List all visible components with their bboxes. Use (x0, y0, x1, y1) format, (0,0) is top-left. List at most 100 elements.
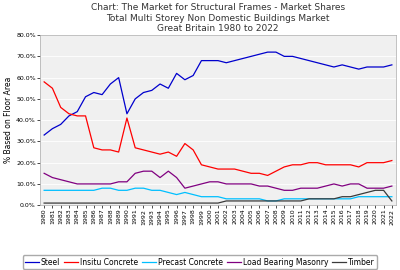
Steel (232, 59, 237, 62)
Load Bearing Masonry (42, 172, 46, 175)
Insitu Concrete (50, 87, 55, 90)
Load Bearing Masonry (66, 180, 71, 183)
Steel (265, 50, 270, 54)
Insitu Concrete (274, 170, 278, 173)
Title: Chart: The Market for Structural Frames - Market Shares
Total Multi Storey Non D: Chart: The Market for Structural Frames … (91, 3, 345, 33)
Precast Concrete (332, 197, 336, 200)
Insitu Concrete (315, 161, 320, 164)
Steel (381, 65, 386, 69)
Insitu Concrete (116, 150, 121, 154)
Timber (66, 201, 71, 205)
Timber (124, 201, 129, 205)
Timber (365, 191, 370, 194)
Load Bearing Masonry (124, 180, 129, 183)
Timber (216, 201, 220, 205)
Load Bearing Masonry (249, 182, 254, 185)
Timber (83, 201, 88, 205)
Precast Concrete (92, 189, 96, 192)
Insitu Concrete (373, 161, 378, 164)
Insitu Concrete (298, 163, 303, 166)
Precast Concrete (182, 191, 187, 194)
Precast Concrete (207, 195, 212, 198)
Precast Concrete (108, 187, 113, 190)
Timber (133, 201, 138, 205)
Precast Concrete (174, 193, 179, 196)
Load Bearing Masonry (182, 187, 187, 190)
Precast Concrete (75, 189, 80, 192)
Insitu Concrete (323, 163, 328, 166)
Precast Concrete (158, 189, 162, 192)
Steel (240, 57, 245, 60)
Precast Concrete (290, 197, 295, 200)
Steel (174, 72, 179, 75)
Insitu Concrete (92, 146, 96, 149)
Load Bearing Masonry (390, 184, 394, 188)
Precast Concrete (356, 195, 361, 198)
Timber (116, 201, 121, 205)
Precast Concrete (50, 189, 55, 192)
Load Bearing Masonry (373, 187, 378, 190)
Timber (373, 189, 378, 192)
Timber (100, 201, 104, 205)
Timber (149, 201, 154, 205)
Precast Concrete (141, 187, 146, 190)
Legend: Steel, Insitu Concrete, Precast Concrete, Load Bearing Masonry, Timber: Steel, Insitu Concrete, Precast Concrete… (22, 255, 378, 269)
Timber (265, 199, 270, 202)
Load Bearing Masonry (108, 182, 113, 185)
Timber (390, 199, 394, 202)
Timber (92, 201, 96, 205)
Precast Concrete (282, 197, 287, 200)
Insitu Concrete (381, 161, 386, 164)
Load Bearing Masonry (257, 184, 262, 188)
Steel (207, 59, 212, 62)
Precast Concrete (348, 197, 353, 200)
Load Bearing Masonry (133, 172, 138, 175)
Load Bearing Masonry (75, 182, 80, 185)
Load Bearing Masonry (240, 182, 245, 185)
Precast Concrete (365, 195, 370, 198)
Timber (50, 201, 55, 205)
Steel (182, 78, 187, 81)
Timber (224, 199, 229, 202)
Precast Concrete (257, 197, 262, 200)
Precast Concrete (381, 195, 386, 198)
Insitu Concrete (340, 163, 344, 166)
Precast Concrete (232, 197, 237, 200)
Steel (356, 68, 361, 71)
Precast Concrete (249, 197, 254, 200)
Insitu Concrete (249, 172, 254, 175)
Precast Concrete (100, 187, 104, 190)
Insitu Concrete (332, 163, 336, 166)
Timber (356, 193, 361, 196)
Insitu Concrete (108, 148, 113, 151)
Precast Concrete (298, 197, 303, 200)
Timber (298, 199, 303, 202)
Steel (191, 74, 196, 77)
Precast Concrete (224, 197, 229, 200)
Insitu Concrete (290, 163, 295, 166)
Steel (75, 110, 80, 113)
Steel (315, 61, 320, 64)
Timber (141, 201, 146, 205)
Load Bearing Masonry (191, 184, 196, 188)
Precast Concrete (216, 195, 220, 198)
Precast Concrete (116, 189, 121, 192)
Load Bearing Masonry (290, 189, 295, 192)
Precast Concrete (133, 187, 138, 190)
Timber (166, 201, 171, 205)
Insitu Concrete (207, 165, 212, 168)
Timber (42, 201, 46, 205)
Steel (390, 63, 394, 66)
Precast Concrete (340, 197, 344, 200)
Precast Concrete (265, 199, 270, 202)
Timber (348, 195, 353, 198)
Insitu Concrete (42, 80, 46, 83)
Steel (100, 93, 104, 96)
Load Bearing Masonry (116, 180, 121, 183)
Load Bearing Masonry (332, 182, 336, 185)
Insitu Concrete (124, 116, 129, 120)
Timber (381, 189, 386, 192)
Load Bearing Masonry (348, 182, 353, 185)
Insitu Concrete (348, 163, 353, 166)
Precast Concrete (323, 197, 328, 200)
